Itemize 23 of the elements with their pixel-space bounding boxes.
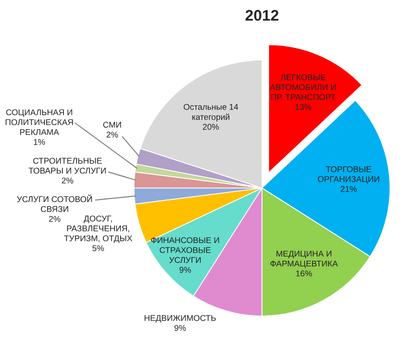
data-label: 2% [62, 178, 74, 184]
data-label: 20% [202, 124, 219, 130]
data-label: 2% [49, 216, 60, 222]
slice-label: НЕДВИЖИМОСТЬ [144, 315, 216, 323]
data-label: 13% [295, 104, 312, 110]
chart-title: 2012 [246, 10, 278, 21]
slice-label: Остальные 14 категорий [184, 104, 238, 122]
slice-label: УСЛУГИ СОТОВОЙ СВЯЗИ [16, 194, 92, 212]
data-label: 21% [340, 186, 357, 192]
slice-label: ФИНАНСОВЫЕ И СТРАХОВЫЕ УСЛУГИ [151, 237, 220, 263]
slice-label: ДОСУГ, РАЗВЛЕЧЕНИЯ, ТУРИЗМ, ОТДЫХ [64, 216, 132, 243]
data-label: 16% [296, 270, 312, 276]
data-label: 5% [92, 245, 104, 252]
data-label: 2% [106, 132, 118, 138]
slice-label: МЕДИЦИНА И ФАРМАЦЕВТИКА [270, 250, 338, 268]
slice-label: ЛЕГКОВЫЕ АВТОМОБИЛИ И ПР. ТРАНСПОРТ [270, 74, 336, 100]
slice-label: СМИ [103, 122, 121, 128]
data-label: 9% [174, 324, 186, 331]
slice-label: ТОРГОВЫЕ ОРГАНИЗАЦИИ [318, 166, 380, 184]
data-label: 1% [34, 139, 46, 145]
slice-label: СОЦИАЛЬНАЯ И ПОЛИТИЧЕСКАЯ РЕКЛАМА [6, 109, 73, 135]
slice-label: СТРОИТЕЛЬНЫЕ ТОВАРЫ И УСЛУГИ [28, 158, 106, 174]
data-label: 9% [180, 266, 191, 273]
